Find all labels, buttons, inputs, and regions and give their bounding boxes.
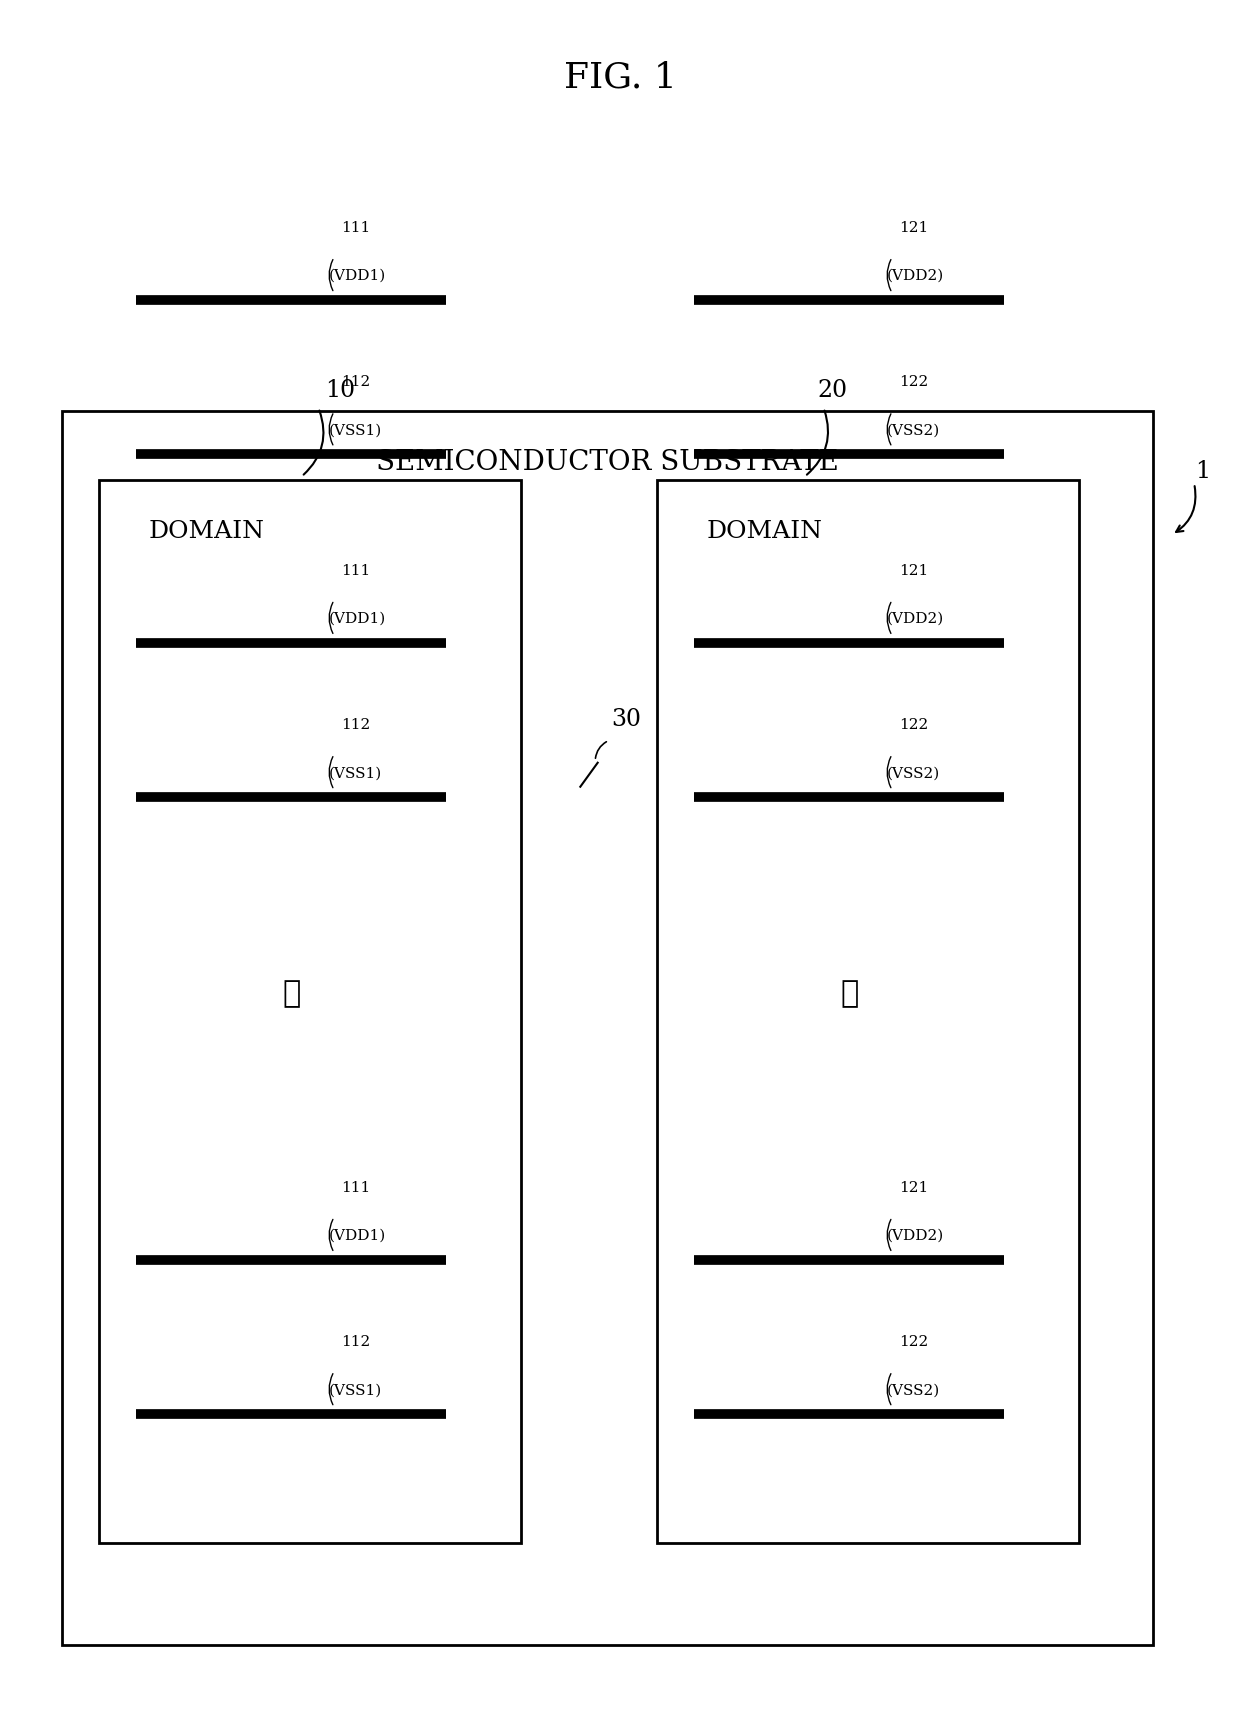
Text: 122: 122 <box>900 1335 929 1349</box>
Text: (VSS2): (VSS2) <box>888 766 940 780</box>
Text: (VDD1): (VDD1) <box>330 1229 387 1243</box>
Text: 10: 10 <box>325 379 355 403</box>
Text: (VSS2): (VSS2) <box>888 423 940 437</box>
Text: ⋮: ⋮ <box>283 979 300 1010</box>
Bar <box>657 480 1079 1543</box>
Text: (VSS2): (VSS2) <box>888 1383 940 1397</box>
Text: 121: 121 <box>900 564 929 578</box>
Text: ⋮: ⋮ <box>841 979 858 1010</box>
Text: 30: 30 <box>611 708 641 732</box>
Text: SEMICONDUCTOR SUBSTRATE: SEMICONDUCTOR SUBSTRATE <box>376 449 839 476</box>
Text: DOMAIN: DOMAIN <box>707 519 823 543</box>
Text: 112: 112 <box>342 1335 371 1349</box>
Text: (VSS1): (VSS1) <box>330 423 382 437</box>
Text: (VDD1): (VDD1) <box>330 612 387 626</box>
Text: FIG. 1: FIG. 1 <box>563 60 677 94</box>
Text: 121: 121 <box>900 221 929 235</box>
Text: (VDD2): (VDD2) <box>888 269 945 283</box>
Text: (VDD2): (VDD2) <box>888 1229 945 1243</box>
Bar <box>62 411 1153 1645</box>
Text: (VSS1): (VSS1) <box>330 766 382 780</box>
Text: 112: 112 <box>342 718 371 732</box>
Text: (VDD2): (VDD2) <box>888 612 945 626</box>
Text: (VSS1): (VSS1) <box>330 1383 382 1397</box>
Text: 121: 121 <box>900 1181 929 1195</box>
Text: 122: 122 <box>900 375 929 389</box>
Text: DOMAIN: DOMAIN <box>149 519 265 543</box>
Text: 1: 1 <box>1195 459 1210 483</box>
Text: 111: 111 <box>342 564 371 578</box>
Text: 111: 111 <box>342 221 371 235</box>
Text: 122: 122 <box>900 718 929 732</box>
Text: 111: 111 <box>342 1181 371 1195</box>
Text: 112: 112 <box>342 375 371 389</box>
Text: 20: 20 <box>817 379 847 403</box>
Bar <box>99 480 521 1543</box>
Text: (VDD1): (VDD1) <box>330 269 387 283</box>
